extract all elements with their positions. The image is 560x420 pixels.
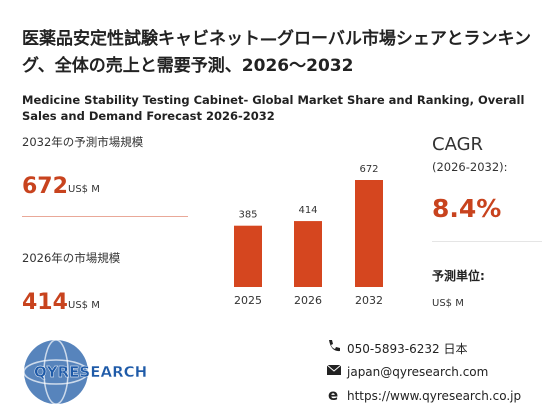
logo-text: QYRESEARCH [34,363,147,381]
x-tick-label: 2026 [294,294,322,307]
phone: 050-5893-6232 日本 [347,342,468,356]
value-label: 414 [298,205,317,216]
stat-value: 414 [22,290,68,315]
stat-unit: US$ M [68,300,100,311]
value-label: 672 [359,164,378,175]
stat-unit: US$ M [68,184,100,195]
stat-label: 2032年の予測市場規模 [22,135,144,149]
value-label: 385 [238,210,257,221]
cagr-label: CAGR [432,134,484,155]
contact-icons: e [326,340,342,404]
unit-value: US$ M [432,298,464,309]
bar [294,221,322,287]
stat-label: 2026年の市場規模 [22,251,121,265]
cagr-period: (2026-2032): [432,160,508,174]
logo: QYRESEARCH [23,339,147,405]
chart: 385 2025 414 2026 672 2032 [234,164,383,307]
divider [432,241,542,242]
x-tick-label: 2025 [234,294,262,307]
x-tick-label: 2032 [355,294,383,307]
website: https://www.qyresearch.co.jp [347,389,522,403]
divider [22,216,188,217]
title: 医薬品安定性試験キャビネット—グローバル市場シェアとランキング、全体の売上と需要… [22,29,531,76]
subtitle: Medicine Stability Testing Cabinet- Glob… [22,93,525,123]
stat-value: 672 [22,174,68,199]
svg-text:e: e [328,386,338,404]
bar [355,180,383,287]
bar [234,225,262,287]
unit-label: 予測単位: [432,269,485,283]
cagr-value: 8.4% [432,194,502,223]
email: japan@qyresearch.com [347,365,489,379]
